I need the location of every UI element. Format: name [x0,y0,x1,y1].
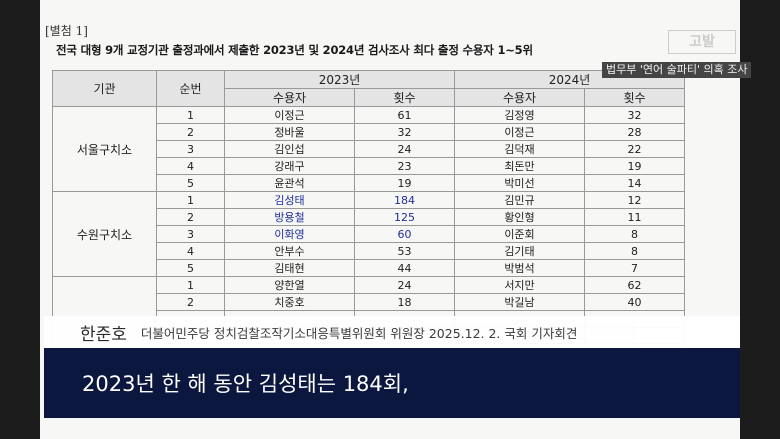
speaker-name: 한준호 [80,324,127,345]
count-2024-cell: 22 [584,140,685,158]
inmate-2024-cell: 박범석 [454,259,585,277]
channel-logo: 고발 [668,30,736,54]
count-2023-cell: 53 [354,242,455,260]
count-2024-cell: 11 [584,208,685,226]
table-row: 1 양한열 24 서지만 62 [52,276,685,378]
inmate-2023-cell: 김태현 [224,259,355,277]
rank-cell: 5 [156,174,225,192]
count-2024-cell: 12 [584,191,685,209]
count-2023-cell: 32 [354,123,455,141]
header-year-2023: 2023년 [224,70,455,89]
header-inmate-2024: 수용자 [454,88,585,107]
count-2023-cell: 44 [354,259,455,277]
institution-cell: 서울구치소 [52,106,157,192]
rank-cell: 4 [156,157,225,175]
count-2023-cell: 23 [354,157,455,175]
count-2023-cell: 24 [354,276,455,294]
count-2023-cell: 24 [354,140,455,158]
inmate-2024-cell: 서지만 [454,276,585,294]
count-2024-cell: 40 [584,293,685,311]
table-row: 5 윤관석 19 박미선 14 [53,174,685,192]
table-row: 3 김인섭 24 김덕재 22 [53,140,685,158]
inmate-2024-cell: 이정근 [454,123,585,141]
inmate-2023-cell: 이정근 [224,106,355,124]
letterbox-left [0,0,40,439]
header-inmate-2023: 수용자 [224,88,355,107]
rank-cell: 3 [156,140,225,158]
rank-cell: 1 [156,106,225,124]
document-title: 전국 대형 9개 교정기관 출정과에서 제출한 2023년 및 2024년 검사… [56,43,533,57]
rank-cell: 1 [156,276,225,294]
count-2023-cell: 19 [354,174,455,192]
rank-cell: 2 [156,293,225,311]
inmate-2023-cell: 안부수 [224,242,355,260]
speaker-role: 더불어민주당 정치검찰조작기소대응특별위원회 위원장 2025.12. 2. 국… [140,325,578,341]
count-2023-cell: 125 [354,208,455,226]
header-rank: 순번 [156,70,225,107]
topic-tag: 법무부 '연어 술파티' 의혹 조사 [602,62,752,78]
header-count-2023: 횟수 [354,88,455,107]
table-row: 2 치중호 18 박길남 40 [53,293,685,311]
count-2023-cell: 184 [354,191,455,209]
inmate-2024-cell: 김덕재 [454,140,585,158]
rank-cell: 2 [156,208,225,226]
table-row: 4 강래구 23 최돈만 19 [53,157,685,175]
inmate-2023-cell: 치중호 [224,293,355,311]
count-2024-cell: 8 [584,225,685,243]
caption-bar: 2023년 한 해 동안 김성태는 184회, [44,348,740,418]
inmate-2024-cell: 이준회 [454,225,585,243]
table-row: 4 안부수 53 김기태 8 [53,242,685,260]
table-row: 서울구치소 1 이정근 61 김정영 32 [52,106,685,192]
count-2024-cell: 7 [584,259,685,277]
table-row: 3 이화영 60 이준회 8 [53,225,685,243]
count-2023-cell: 61 [354,106,455,124]
table-row: 수원구치소 1 김성태 184 김민규 12 [52,191,685,277]
rank-cell: 2 [156,123,225,141]
count-2024-cell: 19 [584,157,685,175]
count-2023-cell: 18 [354,293,455,311]
table-row: 2 정바울 32 이정근 28 [53,123,685,141]
count-2024-cell: 8 [584,242,685,260]
count-2024-cell: 32 [584,106,685,124]
inmate-2024-cell: 황인형 [454,208,585,226]
institution-cell: 수원구치소 [52,191,157,277]
inmate-2023-cell: 윤관석 [224,174,355,192]
caption-text: 2023년 한 해 동안 김성태는 184회, [82,372,409,396]
rank-cell: 1 [156,191,225,209]
rank-cell: 3 [156,225,225,243]
inmate-2023-cell: 정바울 [224,123,355,141]
count-2024-cell: 14 [584,174,685,192]
inmate-2023-cell: 양한열 [224,276,355,294]
inmate-2024-cell: 최돈만 [454,157,585,175]
inmate-2023-cell: 방용철 [224,208,355,226]
inmate-2024-cell: 김정영 [454,106,585,124]
inmate-2023-cell: 강래구 [224,157,355,175]
inmate-2023-cell: 김성태 [224,191,355,209]
count-2023-cell: 60 [354,225,455,243]
count-2024-cell: 28 [584,123,685,141]
count-2024-cell: 62 [584,276,685,294]
inmate-2023-cell: 이화영 [224,225,355,243]
rank-cell: 5 [156,259,225,277]
inmate-2024-cell: 김민규 [454,191,585,209]
inmate-2024-cell: 김기태 [454,242,585,260]
rank-cell: 4 [156,242,225,260]
header-institution: 기관 [52,70,157,107]
attachment-label: [별첨 1] [45,24,88,38]
inmate-2023-cell: 김인섭 [224,140,355,158]
header-count-2024: 횟수 [584,88,685,107]
inmate-2024-cell: 박길남 [454,293,585,311]
inmate-2024-cell: 박미선 [454,174,585,192]
speaker-bar: 한준호 더불어민주당 정치검찰조작기소대응특별위원회 위원장 2025.12. … [44,316,740,348]
